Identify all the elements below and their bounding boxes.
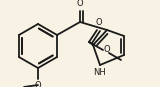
Text: O: O <box>77 0 83 8</box>
Text: O: O <box>96 18 102 27</box>
Text: O: O <box>35 81 41 87</box>
Text: O: O <box>104 46 111 54</box>
Text: NH: NH <box>93 68 105 77</box>
